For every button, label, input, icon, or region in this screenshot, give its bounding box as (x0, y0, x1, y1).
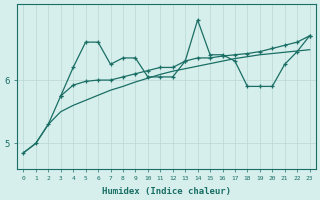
X-axis label: Humidex (Indice chaleur): Humidex (Indice chaleur) (102, 187, 231, 196)
